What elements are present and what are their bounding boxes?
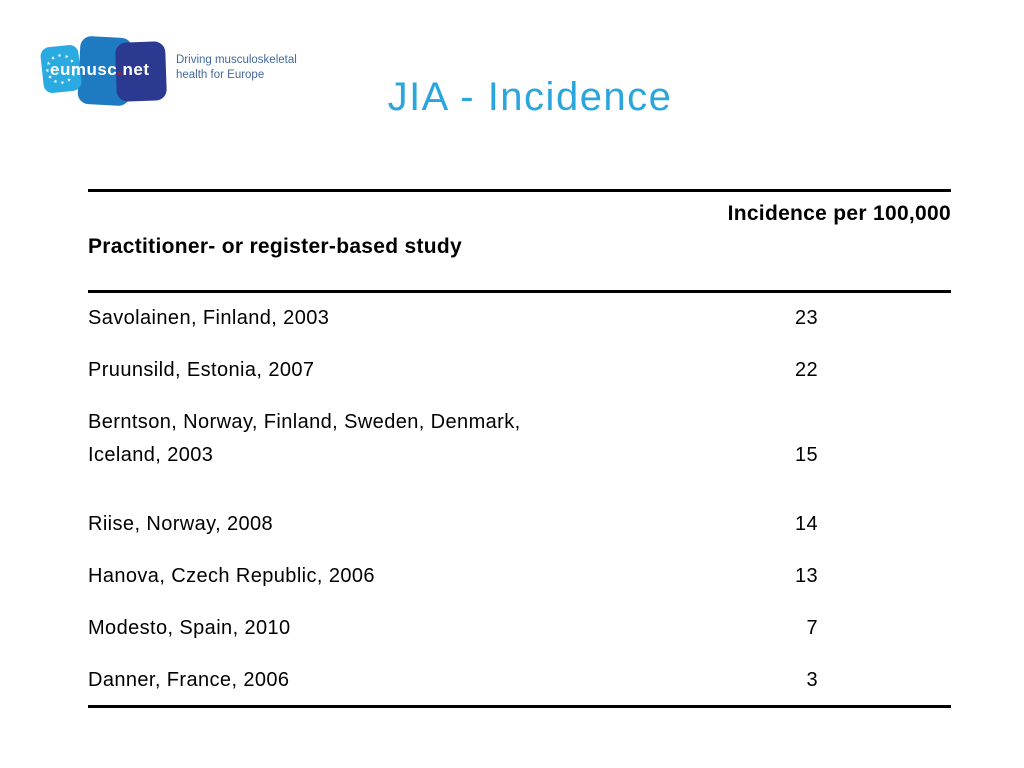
table-row: Danner, France, 2006 3: [88, 667, 950, 693]
table-row: Pruunsild, Estonia, 2007 22: [88, 357, 950, 383]
logo-brand-dot: .: [117, 60, 123, 79]
logo-brand-suffix: net: [122, 60, 150, 79]
study-cell: Savolainen, Finland, 2003: [88, 307, 330, 329]
value-cell: 22: [794, 359, 818, 381]
study-cell: Berntson, Norway, Finland, Sweden, Denma…: [88, 411, 521, 433]
table-row: Savolainen, Finland, 2003 23: [88, 305, 950, 331]
study-cell: Riise, Norway, 2008: [88, 513, 274, 535]
column-header-incidence: Incidence per 100,000: [727, 202, 951, 225]
value-cell: 7: [806, 617, 818, 639]
slide-title: JIA - Incidence: [387, 75, 673, 119]
logo-tagline-line1: Driving musculoskeletal: [176, 54, 297, 66]
column-header-study: Practitioner- or register-based study: [88, 235, 463, 258]
value-cell: 14: [794, 513, 818, 535]
study-cell: Hanova, Czech Republic, 2006: [88, 565, 375, 587]
logo-tagline-line2: health for Europe: [176, 69, 265, 81]
table-rule-bottom: [88, 705, 951, 708]
value-cell: 23: [794, 307, 818, 329]
value-cell: 15: [794, 444, 818, 466]
table-row: Iceland, 2003 15: [88, 442, 950, 468]
table-row: Modesto, Spain, 2010 7: [88, 615, 950, 641]
study-cell: Pruunsild, Estonia, 2007: [88, 359, 315, 381]
study-cell: Danner, France, 2006: [88, 669, 290, 691]
table-row: Berntson, Norway, Finland, Sweden, Denma…: [88, 409, 950, 435]
logo-tagline: Driving musculoskeletal health for Europ…: [176, 53, 297, 83]
value-cell: 13: [794, 565, 818, 587]
eumusc-logo: eumusc.net Driving musculoskeletal healt…: [0, 0, 320, 130]
logo-brand-text: eumusc.net: [50, 60, 149, 80]
study-cell-line2: Iceland, 2003: [88, 444, 214, 466]
table-rule-header: [88, 290, 951, 293]
table-rule-top: [88, 189, 951, 192]
logo-brand-prefix: eumusc: [50, 60, 118, 79]
table-row: Hanova, Czech Republic, 2006 13: [88, 563, 950, 589]
table-row: Riise, Norway, 2008 14: [88, 511, 950, 537]
value-cell: 3: [806, 669, 818, 691]
study-cell: Modesto, Spain, 2010: [88, 617, 291, 639]
